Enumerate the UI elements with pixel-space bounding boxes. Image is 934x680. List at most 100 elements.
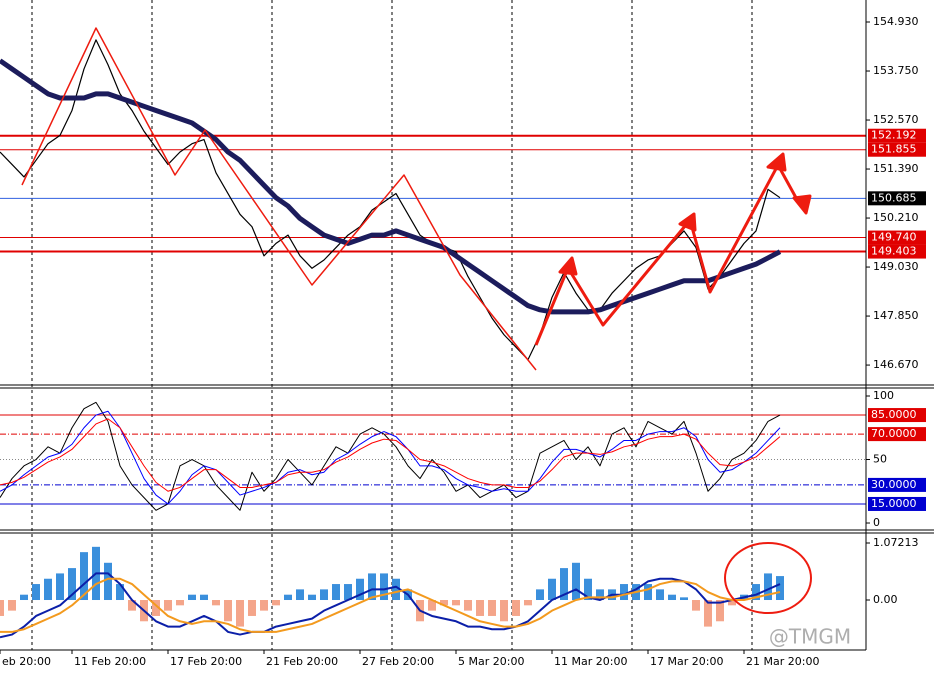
- series-line: [0, 418, 781, 492]
- histogram-bar: [584, 578, 592, 601]
- level-box: [868, 427, 926, 442]
- histogram-bar: [56, 573, 64, 601]
- histogram-bar: [704, 600, 712, 627]
- y-tick-label: 146.670: [873, 358, 919, 371]
- level-box: [868, 142, 926, 157]
- histogram-bar: [368, 573, 376, 601]
- x-tick-label: 11 Feb 20:00: [74, 655, 146, 668]
- histogram-bar: [452, 600, 460, 606]
- histogram-bar: [188, 594, 196, 601]
- level-label: 149.403: [871, 245, 917, 258]
- histogram-bar: [332, 584, 340, 601]
- level-box: [868, 244, 926, 259]
- series-line: [0, 39, 781, 361]
- histogram-bar: [428, 600, 436, 611]
- histogram-bar: [272, 600, 280, 606]
- level-box: [868, 230, 926, 245]
- x-tick-label: 27 Feb 20:00: [362, 655, 434, 668]
- histogram-bar: [260, 600, 268, 611]
- histogram-bar: [392, 578, 400, 601]
- y-tick-label: 151.390: [873, 162, 919, 175]
- histogram-bar: [44, 578, 52, 601]
- histogram-bar: [236, 600, 244, 627]
- y-tick-label: 0: [873, 516, 880, 529]
- histogram-bar: [560, 568, 568, 601]
- level-label: 149.740: [871, 231, 917, 244]
- histogram-bar: [644, 584, 652, 601]
- series-line: [0, 410, 781, 505]
- x-tick-label: 17 Mar 20:00: [650, 655, 723, 668]
- histogram-bar: [68, 568, 76, 601]
- histogram-bar: [620, 584, 628, 601]
- histogram-bar: [776, 576, 784, 601]
- histogram-bar: [8, 600, 16, 611]
- histogram-bar: [488, 600, 496, 616]
- x-tick-label: 17 Feb 20:00: [170, 655, 242, 668]
- histogram-bar: [596, 589, 604, 601]
- y-tick-label: 1.07213: [873, 536, 919, 549]
- level-box: [868, 191, 926, 206]
- histogram-bar: [248, 600, 256, 616]
- level-label: 151.855: [871, 143, 917, 156]
- histogram-bar: [464, 600, 472, 611]
- histogram-bar: [212, 600, 220, 606]
- level-label: 15.0000: [871, 497, 917, 510]
- histogram-bar: [164, 600, 172, 611]
- histogram-bar: [0, 600, 4, 616]
- series-line: [0, 577, 781, 633]
- histogram-bar: [524, 600, 532, 606]
- histogram-bar: [680, 597, 688, 601]
- level-label: 152.192: [871, 129, 917, 142]
- histogram-bar: [308, 594, 316, 601]
- plot: 154.930 153.750 152.570 151.390 150.210 149.0…: [0, 15, 926, 668]
- histogram-bar: [716, 600, 724, 622]
- histogram-bar: [104, 562, 112, 601]
- level-box: [868, 408, 926, 423]
- level-label: 150.685: [871, 191, 917, 204]
- histogram-bar: [296, 589, 304, 601]
- histogram-bar: [668, 594, 676, 601]
- histogram-bar: [176, 600, 184, 606]
- histogram-bar: [752, 584, 760, 601]
- annotations: [21, 27, 812, 614]
- series-line: [0, 58, 782, 315]
- histogram-bar: [32, 584, 40, 601]
- y-tick-label: 154.930: [873, 15, 919, 28]
- histogram-bar: [764, 573, 772, 601]
- histogram-bar: [128, 600, 136, 611]
- histogram-bar: [500, 600, 508, 622]
- y-tick-label: 100: [873, 389, 894, 402]
- histogram-bar: [200, 594, 208, 601]
- y-tick-label: 0.00: [873, 593, 898, 606]
- y-tick-label: 152.570: [873, 113, 919, 126]
- level-label: 85.0000: [871, 408, 917, 421]
- histogram-bar: [728, 600, 736, 606]
- histogram-bar: [656, 589, 664, 601]
- histogram-bar: [284, 594, 292, 601]
- level-box: [868, 496, 926, 511]
- y-tick-label: 50: [873, 453, 887, 466]
- y-tick-label: 147.850: [873, 309, 919, 322]
- x-tick-label: 5 Mar 20:00: [458, 655, 524, 668]
- histogram-bar: [512, 600, 520, 616]
- histogram-bar: [344, 584, 352, 601]
- x-tick-label: eb 20:00: [2, 655, 51, 668]
- histogram-bar: [476, 600, 484, 616]
- histogram-bar: [80, 552, 88, 601]
- y-tick-label: 150.210: [873, 211, 919, 224]
- histogram-bar: [116, 584, 124, 601]
- histogram-bar: [320, 589, 328, 601]
- series-line: [0, 401, 781, 511]
- x-tick-label: 21 Mar 20:00: [746, 655, 819, 668]
- y-tick-label: 153.750: [873, 64, 919, 77]
- histogram-bar: [692, 600, 700, 611]
- histogram-bar: [548, 578, 556, 601]
- histogram-bar: [224, 600, 232, 622]
- y-tick-label: 149.030: [873, 260, 919, 273]
- histogram-bar: [152, 600, 160, 616]
- level-box: [868, 128, 926, 143]
- x-tick-label: 21 Feb 20:00: [266, 655, 338, 668]
- histogram-bar: [20, 594, 28, 601]
- level-label: 70.0000: [871, 427, 917, 440]
